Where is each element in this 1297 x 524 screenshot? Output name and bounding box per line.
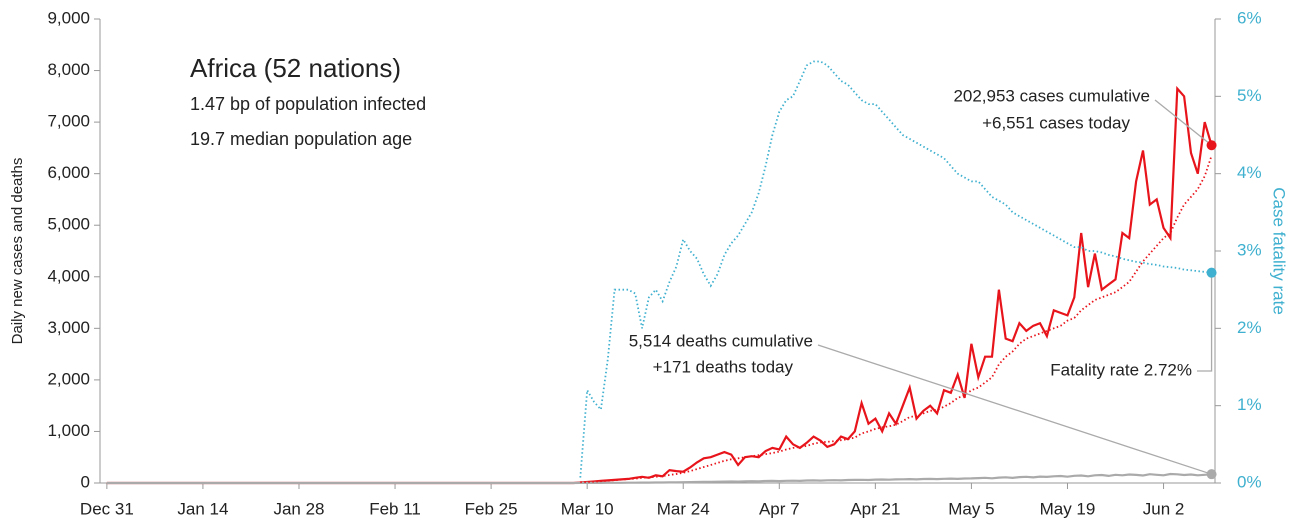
leader-line	[1197, 272, 1213, 372]
x-tick-label: Apr 21	[850, 499, 900, 518]
y-tick-label: 2,000	[47, 369, 90, 388]
y-tick-label: 8,000	[47, 60, 90, 79]
y-tick-label: 7,000	[47, 112, 90, 131]
y2-axis-label: Case fatality rate	[1270, 187, 1289, 315]
series-line	[580, 155, 1213, 484]
y-tick-label: 1,000	[47, 421, 90, 440]
y-axis-label: Daily new cases and deaths	[9, 158, 26, 345]
annotation: +6,551 cases today	[982, 113, 1130, 132]
leader-line	[817, 344, 1212, 475]
y2-tick-label: 6%	[1237, 8, 1262, 27]
x-tick-label: Mar 24	[657, 499, 710, 518]
leader-line	[1154, 99, 1212, 146]
annotation: 202,953 cases cumulative	[953, 86, 1150, 105]
y-tick-label: 9,000	[47, 8, 90, 27]
series-line	[106, 472, 1212, 485]
endpoint-marker	[1206, 267, 1217, 278]
x-tick-label: Feb 25	[465, 499, 518, 518]
x-tick-label: May 19	[1040, 499, 1096, 518]
x-tick-label: Mar 10	[561, 499, 614, 518]
x-tick-label: Jan 28	[273, 499, 324, 518]
x-tick-label: Apr 7	[759, 499, 800, 518]
y2-tick-label: 0%	[1237, 472, 1262, 491]
x-tick-label: Jun 2	[1143, 499, 1185, 518]
subtitle: 1.47 bp of population infected	[190, 94, 426, 114]
y-tick-label: 4,000	[47, 266, 90, 285]
x-tick-label: Feb 11	[369, 499, 421, 518]
x-tick-label: Dec 31	[80, 499, 134, 518]
endpoint-marker	[1206, 140, 1217, 151]
annotation: Fatality rate 2.72%	[1050, 360, 1192, 379]
y2-tick-label: 3%	[1237, 240, 1262, 259]
y2-tick-label: 1%	[1237, 395, 1262, 414]
annotation: 5,514 deaths cumulative	[629, 331, 813, 350]
y2-tick-label: 4%	[1237, 163, 1262, 182]
x-tick-label: May 5	[948, 499, 994, 518]
annotation: +171 deaths today	[653, 357, 794, 376]
series-line	[106, 85, 1213, 485]
x-tick-label: Jan 14	[177, 499, 228, 518]
y-tick-label: 5,000	[47, 215, 90, 234]
y-tick-label: 0	[81, 472, 90, 491]
y-tick-label: 6,000	[47, 163, 90, 182]
y2-tick-label: 5%	[1237, 86, 1262, 105]
y-tick-label: 3,000	[47, 318, 90, 337]
y2-tick-label: 2%	[1237, 318, 1262, 337]
endpoint-marker	[1206, 469, 1217, 480]
chart-title: Africa (52 nations)	[190, 53, 401, 83]
subtitle: 19.7 median population age	[190, 129, 412, 149]
